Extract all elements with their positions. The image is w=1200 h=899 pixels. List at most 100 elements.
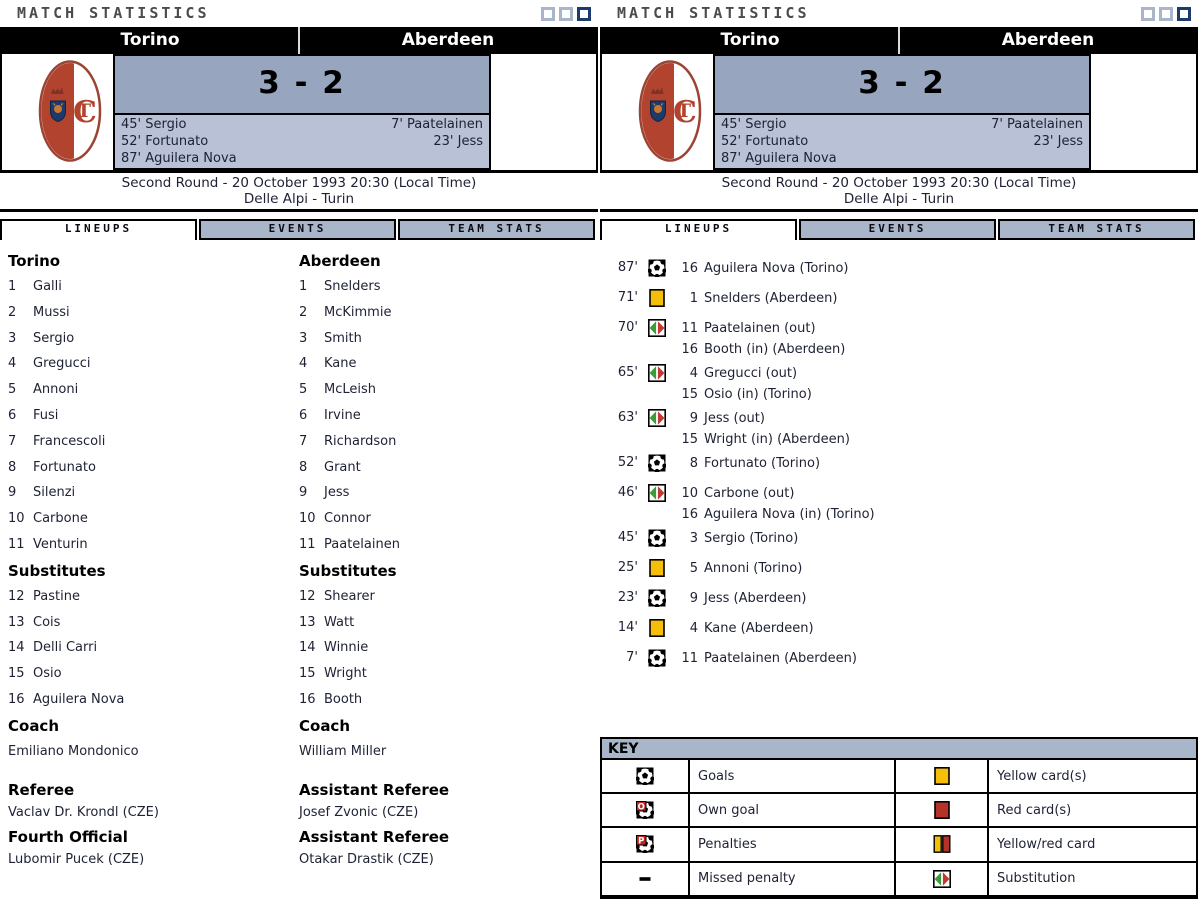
event-text: Aguilera Nova (in) (Torino) xyxy=(704,507,875,522)
scorers-box: 45' Sergio 52' Fortunato 87' Aguilera Nova… xyxy=(113,115,491,170)
away-team-name: Aberdeen xyxy=(401,30,495,50)
divider xyxy=(0,170,598,173)
player-number: 4 xyxy=(299,356,308,372)
window-square-icon[interactable] xyxy=(577,7,591,21)
player-number: 1 xyxy=(299,279,308,294)
window-square-icon[interactable] xyxy=(541,7,555,21)
substitutes-header: Substitutes xyxy=(8,561,106,580)
player-number: 3 xyxy=(8,330,17,346)
event-line: 4 Gregucci (out) xyxy=(678,363,812,384)
player-number: 9 xyxy=(8,485,17,501)
official-name: Josef Zvonic (CZE) xyxy=(299,804,419,820)
key-label: Missed penalty xyxy=(690,862,896,897)
substitute-row: 16 Booth xyxy=(299,687,590,713)
player-number: 16 xyxy=(299,691,316,707)
window-square-icon[interactable] xyxy=(559,7,573,21)
player-number: 6 xyxy=(299,407,308,423)
window-squares xyxy=(541,7,591,21)
event-line: 16 Aguilera Nova (Torino) xyxy=(678,258,849,279)
official-role: Referee xyxy=(8,780,75,799)
player-row: 4 Gregucci xyxy=(8,351,299,377)
window-square-icon[interactable] xyxy=(1141,7,1155,21)
event-player-number: 9 xyxy=(689,411,698,426)
substitutes-header: Substitutes xyxy=(299,561,397,580)
event-text: Jess (out) xyxy=(704,411,765,426)
event-player-number: 5 xyxy=(689,561,698,576)
window-square-icon[interactable] xyxy=(1159,7,1173,21)
player-number: 4 xyxy=(8,356,17,372)
player-name: Jess xyxy=(324,485,350,501)
player-number: 12 xyxy=(299,588,316,604)
event-text: Carbone (out) xyxy=(704,486,795,501)
lineup-team-header: Torino xyxy=(8,252,61,270)
player-name: Galli xyxy=(33,279,62,294)
event-player-number: 1 xyxy=(689,291,698,306)
officials-left-column: Referee Vaclav Dr. Krondl (CZE) Fourth Off… xyxy=(8,779,299,873)
player-number: 6 xyxy=(8,407,17,423)
event-line: 3 Sergio (Torino) xyxy=(678,528,799,549)
player-number: 2 xyxy=(8,304,17,320)
event-text: Aguilera Nova (Torino) xyxy=(704,261,849,276)
event-text: Osio (in) (Torino) xyxy=(704,387,812,402)
event-minute: 65' xyxy=(617,365,638,380)
scorer-line: 7' Paatelainen xyxy=(991,117,1083,132)
player-name: Connor xyxy=(324,511,371,527)
event-minute: 52' xyxy=(617,455,638,470)
away-team-name: Aberdeen xyxy=(1001,30,1095,50)
key-icon-cell xyxy=(602,862,690,897)
key-grid: Goals Yellow card(s) O Own goal Red card(s) P… xyxy=(602,760,1196,897)
key-label: Penalties xyxy=(690,828,896,863)
tab-lineups[interactable]: LINEUPS xyxy=(0,219,197,240)
tab-bar: LINEUPS EVENTS TEAM STATS xyxy=(600,219,1198,240)
player-number: 1 xyxy=(8,279,17,294)
match-info: Second Round - 20 October 1993 20:30 (Lo… xyxy=(600,173,1198,209)
event-text: Sergio (Torino) xyxy=(704,531,799,546)
key-icon-cell: P xyxy=(602,828,690,863)
goal-icon xyxy=(648,259,666,277)
scorer-line: 7' Paatelainen xyxy=(391,117,483,132)
event-text: Paatelainen (out) xyxy=(704,321,816,336)
tab-events[interactable]: EVENTS xyxy=(199,219,396,240)
svg-text:C: C xyxy=(673,95,697,130)
substitute-row: 13 Cois xyxy=(8,610,299,636)
key-icon-cell: O xyxy=(602,794,690,829)
home-lineup-column: Torino 1 Galli 2 Mussi 3 Sergio 4 Gregucci 5 Annon… xyxy=(8,252,299,765)
tab-team-stats[interactable]: TEAM STATS xyxy=(998,219,1195,240)
event-line: 10 Carbone (out) xyxy=(678,483,875,504)
window-square-icon[interactable] xyxy=(1177,7,1191,21)
player-row: 3 Smith xyxy=(299,326,590,352)
goal-icon xyxy=(648,589,666,607)
player-row: 1 Galli xyxy=(8,274,299,300)
event-line: 9 Jess (Aberdeen) xyxy=(678,588,807,609)
official-role: Fourth Official xyxy=(8,827,128,846)
app-title: MATCH STATISTICS xyxy=(17,4,210,22)
substitute-row: 13 Watt xyxy=(299,610,590,636)
player-number: 16 xyxy=(8,691,25,707)
player-name: Mussi xyxy=(33,304,70,320)
event-player-number: 10 xyxy=(681,486,698,501)
missed-penalty-icon xyxy=(639,876,651,881)
goal-icon xyxy=(636,767,654,786)
coach-header: Coach xyxy=(299,716,351,735)
official-name: Lubomir Pucek (CZE) xyxy=(8,851,145,867)
player-number: 15 xyxy=(299,666,316,682)
away-scorers: 7' Paatelainen 23' Jess xyxy=(991,116,1083,167)
player-number: 13 xyxy=(8,614,25,630)
official-block: Referee Vaclav Dr. Krondl (CZE) xyxy=(8,779,299,823)
event-text: Booth (in) (Aberdeen) xyxy=(704,342,846,357)
red-card-icon xyxy=(933,801,950,820)
event-row: 46' 10 Carbone (out) 16 Aguilera Nova (in) (… xyxy=(600,483,1198,525)
event-player-number: 8 xyxy=(689,456,698,471)
player-row: 9 Silenzi xyxy=(8,480,299,506)
home-team-name: Torino xyxy=(2,27,300,54)
home-team-name: Torino xyxy=(602,27,900,54)
tab-lineups[interactable]: LINEUPS xyxy=(600,219,797,240)
tab-events[interactable]: EVENTS xyxy=(799,219,996,240)
tab-team-stats[interactable]: TEAM STATS xyxy=(398,219,595,240)
substitute-row: 15 Osio xyxy=(8,661,299,687)
player-name: Wright xyxy=(324,666,367,682)
player-name: Watt xyxy=(324,614,355,630)
official-name: Otakar Drastik (CZE) xyxy=(299,851,434,867)
